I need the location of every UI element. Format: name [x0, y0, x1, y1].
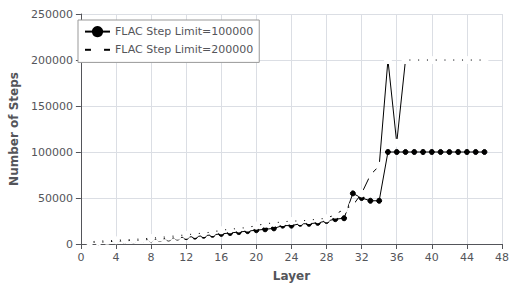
svg-text:12: 12 [179, 251, 193, 264]
svg-text:0: 0 [77, 251, 84, 264]
svg-text:100000: 100000 [31, 146, 73, 159]
svg-text:150000: 150000 [31, 100, 73, 113]
svg-text:250000: 250000 [31, 8, 73, 21]
svg-text:4: 4 [112, 251, 119, 264]
svg-text:200000: 200000 [31, 54, 73, 67]
svg-text:28: 28 [320, 251, 334, 264]
svg-text:24: 24 [284, 251, 298, 264]
svg-text:Layer: Layer [273, 269, 310, 283]
svg-text:0: 0 [66, 238, 73, 251]
svg-text:48: 48 [495, 251, 509, 264]
svg-text:Number of Steps: Number of Steps [7, 72, 21, 186]
svg-text:40: 40 [425, 251, 439, 264]
svg-text:50000: 50000 [38, 192, 73, 205]
svg-text:8: 8 [148, 251, 155, 264]
svg-text:16: 16 [214, 251, 228, 264]
svg-text:20: 20 [249, 251, 263, 264]
svg-text:44: 44 [460, 251, 474, 264]
svg-text:36: 36 [390, 251, 404, 264]
svg-text:32: 32 [355, 251, 369, 264]
svg-text:FLAC Step Limit=100000: FLAC Step Limit=100000 [115, 25, 253, 38]
svg-text:FLAC Step Limit=200000: FLAC Step Limit=200000 [115, 43, 253, 56]
